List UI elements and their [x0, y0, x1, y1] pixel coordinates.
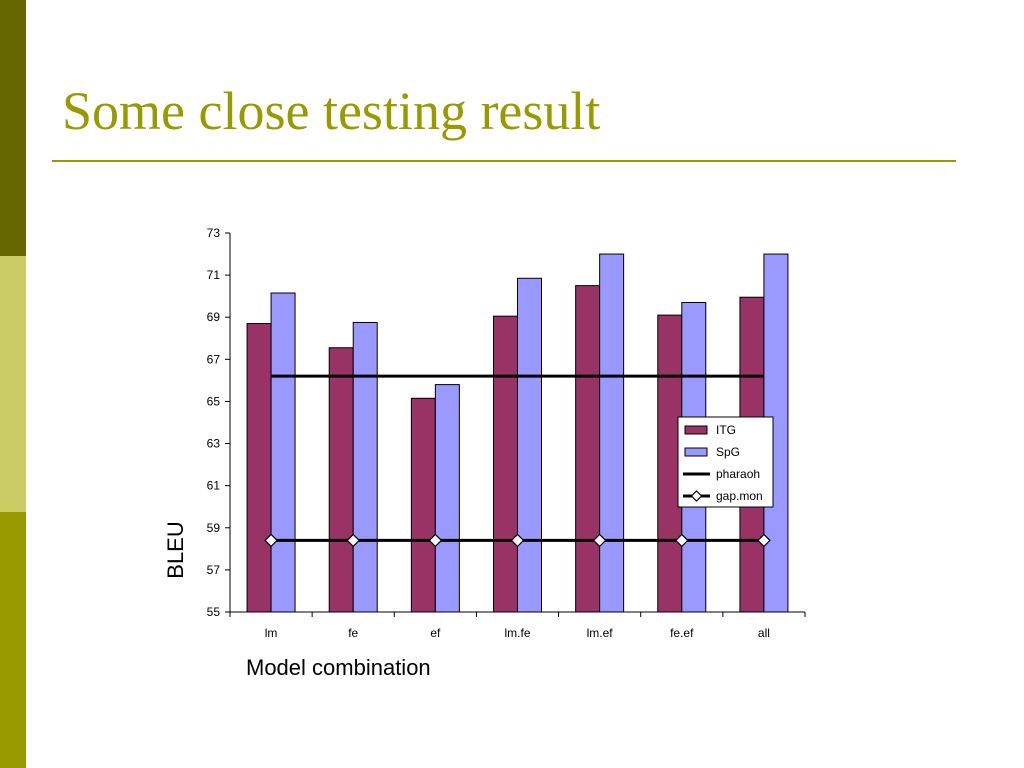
x-tick-label-lm-ef: lm.ef [587, 626, 614, 640]
marker-gap-mon-lm-fe [510, 533, 525, 548]
legend-marker-gap-mon [690, 490, 703, 502]
bar-spg-fe [352, 321, 378, 613]
bar-itg-fe [328, 347, 354, 613]
legend: ITG SpG pharaoh gap.mon [677, 416, 774, 508]
legend-label-ITG: ITG [716, 423, 736, 437]
decor-strip-middle [0, 256, 26, 512]
marker-gap-mon-fe [346, 533, 361, 548]
x-tick-label-lm: lm [265, 626, 278, 640]
y-tick-label-69: 69 [207, 310, 221, 324]
legend-label-pharaoh: pharaoh [716, 467, 760, 481]
bar-spg-lm-fe [517, 277, 542, 613]
x-axis-title: Model combination [246, 655, 431, 680]
x-tick-label-lm-fe: lm.fe [504, 626, 530, 640]
y-tick-label-59: 59 [207, 521, 221, 535]
y-tick-label-67: 67 [207, 352, 221, 366]
title-underline [52, 160, 956, 162]
line-layer [264, 374, 771, 548]
bar-spg-lm [270, 292, 296, 613]
decor-strip-bottom [0, 512, 26, 768]
legend-swatch-SpG [684, 447, 708, 457]
bar-itg-lm [246, 323, 272, 613]
bar-itg-ef [410, 397, 436, 613]
x-tick-label-fe: fe [348, 626, 358, 640]
bar-spg-ef [434, 384, 460, 613]
y-tick-label-65: 65 [207, 394, 221, 408]
legend-swatch-ITG [684, 425, 708, 435]
marker-gap-mon-ef [428, 533, 443, 548]
x-tick-label-ef: ef [430, 626, 441, 640]
marker-gap-mon-lm-ef [592, 533, 607, 548]
y-tick-label-73: 73 [207, 226, 221, 240]
y-tick-label-55: 55 [207, 605, 221, 619]
y-tick-label-63: 63 [207, 437, 221, 451]
bar-itg-lm-ef [575, 285, 601, 613]
legend-label-SpG: SpG [716, 445, 740, 459]
x-tick-label-all: all [758, 626, 770, 640]
slide-title: Some close testing result [62, 81, 601, 141]
bar-itg-lm-fe [493, 315, 518, 613]
x-tick-label-fe-ef: fe.ef [670, 626, 694, 640]
decor-strip-top [0, 0, 26, 256]
y-tick-label-61: 61 [207, 479, 221, 493]
marker-gap-mon-fe-ef [674, 533, 689, 548]
y-axis-title: BLEU [163, 521, 188, 578]
bar-spg-lm-ef [599, 253, 625, 613]
marker-gap-mon-all [757, 533, 771, 548]
axes: 55 57 59 61 63 65 67 69 71 73 lm fe ef lm.fe lm.ef fe.e… [207, 226, 806, 640]
y-tick-label-57: 57 [207, 563, 221, 577]
legend-label-gap-mon: gap.mon [716, 489, 763, 503]
marker-gap-mon-lm [264, 533, 278, 548]
y-tick-label-71: 71 [207, 268, 221, 282]
